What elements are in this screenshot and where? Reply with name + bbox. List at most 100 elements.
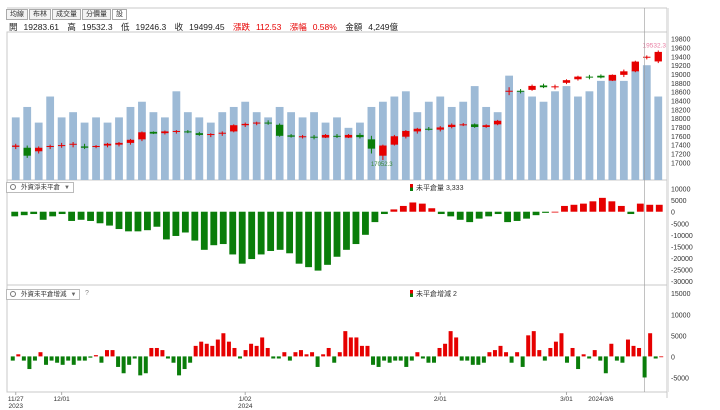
oi-change-bar	[127, 356, 132, 365]
oi-change-bar	[154, 347, 159, 357]
oi-change-bar	[110, 350, 115, 357]
volume-bar	[344, 127, 353, 180]
price-axis-tick: 19000	[671, 72, 691, 79]
candle-body	[310, 136, 318, 138]
candle-body	[390, 136, 399, 145]
candle-body	[92, 145, 100, 147]
net-oi-bar	[181, 211, 189, 233]
amount-value: 4,249億	[368, 22, 398, 32]
oi-change-bar	[409, 356, 414, 361]
oi-change-bar	[16, 354, 21, 357]
candle-body	[172, 130, 181, 132]
oi-change-bar	[371, 356, 376, 365]
candle-body	[321, 134, 330, 138]
oi-change-bar	[121, 356, 126, 374]
candle-body	[482, 125, 490, 127]
oi-change-bar	[116, 356, 121, 367]
oi-change-bar	[459, 356, 464, 361]
oi-change-bar	[21, 356, 26, 361]
oi-change-bar	[653, 356, 658, 359]
net-oi-bar	[580, 203, 587, 212]
oi-change-bar	[132, 356, 137, 359]
oi-change-bar	[526, 335, 531, 357]
net-oi-bar	[608, 201, 616, 212]
oi-change-bar	[609, 343, 614, 357]
volume-bar	[516, 91, 525, 180]
candle-body	[516, 90, 525, 92]
gear-icon	[10, 184, 16, 190]
tab-moving-average[interactable]: 均線	[6, 9, 28, 20]
oi-change-bar	[326, 347, 331, 357]
panel2-indicator-select[interactable]: 外資淨未平倉 ▼	[6, 182, 74, 193]
net-oi-axis-tick: -20000	[671, 256, 693, 263]
oi-change-bar	[88, 356, 93, 358]
candle-body	[413, 128, 421, 132]
net-oi-bar	[646, 204, 654, 212]
net-oi-bar	[11, 211, 19, 217]
oi-change-bar	[99, 356, 104, 363]
volume-bar	[92, 117, 100, 180]
net-oi-axis-tick: 10000	[671, 187, 691, 194]
high-value: 19532.3	[81, 22, 113, 32]
net-oi-bar	[456, 211, 464, 220]
oi-change-bar	[193, 345, 198, 357]
oi-change-bar	[304, 354, 309, 357]
oi-change-bar	[10, 356, 15, 361]
candle-body	[631, 61, 639, 72]
volume-bar	[172, 91, 181, 180]
panel3-indicator-select[interactable]: 外資未平倉增減 ▼	[6, 289, 81, 300]
volume-bar	[539, 101, 548, 180]
tab-volume[interactable]: 成交量	[52, 9, 81, 20]
candle-body	[103, 143, 112, 146]
candle-body	[551, 86, 559, 88]
candle-body	[12, 145, 20, 147]
net-oi-bar	[447, 211, 455, 217]
net-oi-bar	[627, 211, 635, 215]
chevron-down-icon: ▼	[64, 185, 70, 191]
volume-bar	[528, 96, 536, 180]
oi-change-bar	[221, 333, 226, 357]
volume-bar	[378, 101, 387, 180]
low-annotation: 17052.3	[371, 162, 393, 168]
net-oi-axis-tick: -5000	[671, 221, 689, 228]
oi-change-bar	[44, 356, 49, 365]
candle-body	[367, 139, 376, 149]
oi-change-bar	[265, 347, 270, 357]
oi-change-bar	[171, 356, 176, 363]
oi-change-bar	[165, 356, 170, 359]
panel2-legend: 未平倉量 3,333	[410, 183, 463, 193]
volume-bar	[46, 96, 55, 180]
candle-body	[471, 124, 479, 127]
candle-body	[654, 51, 662, 62]
tab-bollinger[interactable]: 布林	[29, 9, 51, 20]
oi-change-bar	[260, 337, 265, 357]
tab-settings[interactable]: 設	[112, 9, 127, 20]
oi-change-bar	[49, 356, 54, 361]
open-value: 19283.61	[23, 22, 59, 32]
oi-change-bar	[332, 356, 337, 363]
oi-change-bar	[443, 343, 448, 357]
net-oi-bar	[125, 211, 132, 232]
candle-body	[505, 90, 513, 92]
volume-bar	[229, 106, 238, 180]
price-axis-tick: 19400	[671, 54, 691, 61]
oi-change-bar	[625, 339, 630, 357]
tab-price-volume[interactable]: 分價量	[82, 9, 111, 20]
candle-body	[23, 147, 31, 156]
oi-change-bar	[276, 356, 281, 359]
candle-body	[275, 124, 284, 136]
net-oi-bar	[409, 202, 417, 212]
net-oi-bar	[523, 211, 530, 219]
candle-body	[539, 85, 548, 88]
help-icon[interactable]: ?	[85, 290, 89, 297]
oi-change-bar	[382, 356, 387, 361]
oi-change-bar	[310, 352, 315, 357]
oi-change-bar	[576, 356, 581, 370]
oi-change-bar	[359, 345, 364, 357]
oi-change-bar	[454, 337, 459, 357]
low-value: 19246.3	[135, 22, 167, 32]
oi-change-bar	[492, 350, 497, 357]
oi-change-bar	[581, 354, 586, 357]
price-axis-tick: 19600	[671, 45, 691, 52]
net-oi-bar	[134, 211, 142, 232]
